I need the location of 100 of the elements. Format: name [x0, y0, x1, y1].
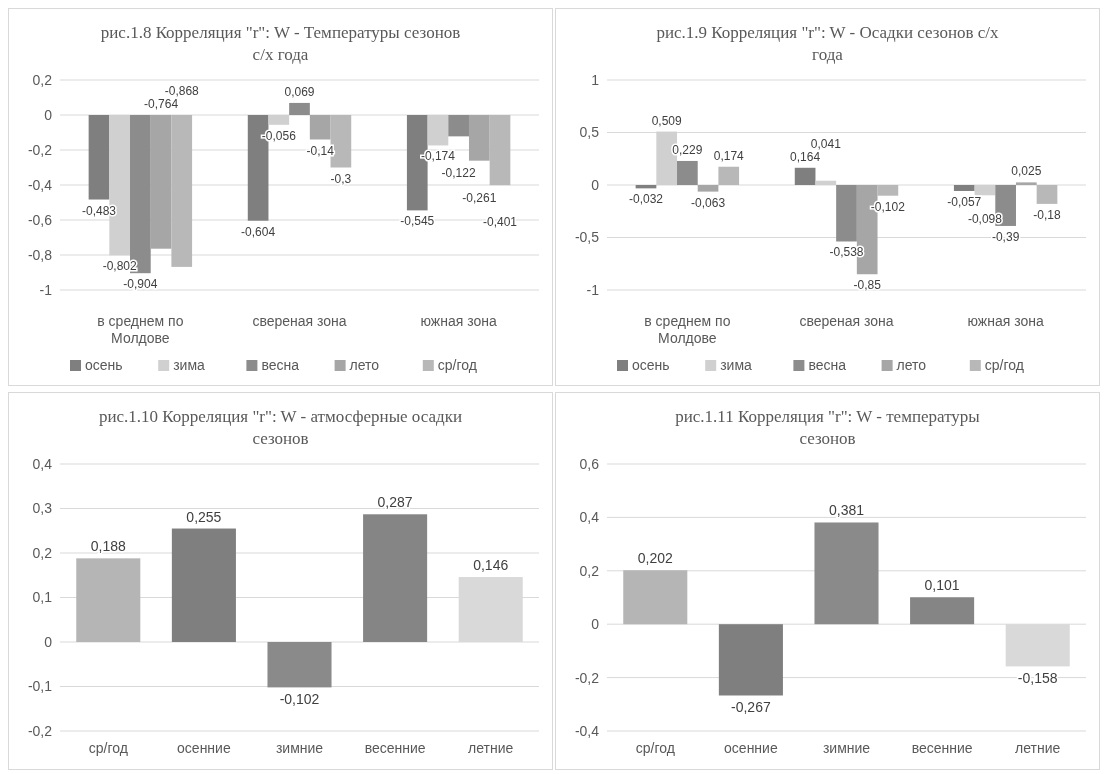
x-tick-label: южная зона: [420, 313, 497, 329]
y-tick-label: 0,1: [32, 589, 53, 606]
data-label: -0,14: [306, 143, 335, 158]
bar: [677, 160, 698, 185]
x-tick-label: осенние: [724, 740, 778, 756]
data-label: -0,122: [441, 166, 476, 181]
data-label: 0,229: [672, 142, 703, 157]
y-tick-label: 0,5: [579, 124, 600, 141]
y-tick-label: 0: [44, 633, 53, 650]
chart-title: рис.1.10 Корреляция "r": W - атмосферные осадки сезонов: [98, 407, 463, 448]
data-label: 0,069: [284, 84, 315, 99]
bar: [836, 185, 857, 242]
legend-label: лето: [896, 357, 927, 373]
data-label: 0,146: [473, 557, 509, 574]
data-label: -0,102: [870, 199, 906, 214]
data-label: 0,287: [377, 494, 413, 511]
y-tick-label: 0,3: [32, 500, 53, 517]
bar: [794, 167, 816, 185]
x-tick-label: в среднем по Молдове: [644, 313, 731, 346]
data-label: 0,164: [790, 149, 821, 164]
bar: [623, 570, 688, 625]
bar: [877, 185, 899, 196]
y-tick-label: -0,2: [27, 722, 53, 739]
data-label: 0,188: [90, 538, 127, 555]
bar: [910, 597, 975, 625]
x-tick-label: в среднем по Молдове: [97, 313, 184, 346]
x-tick-label: свереная зона: [252, 313, 347, 329]
legend-label: зима: [720, 357, 753, 373]
data-label: -0,158: [1017, 670, 1058, 687]
chart-title: рис.1.8 Корреляция "r": W - Температуры сезонов с/х года: [100, 23, 461, 64]
y-tick-label: 0: [591, 176, 600, 193]
bar: [76, 558, 141, 642]
x-tick-label: весенние: [911, 740, 973, 756]
data-label: -0,261: [462, 190, 497, 205]
data-label: -0,057: [947, 194, 982, 209]
y-tick-label: 0: [591, 616, 600, 633]
bar: [814, 522, 879, 625]
chart-title: рис.1.9 Корреляция "r": W - Осадки сезонов с/х года: [656, 23, 1000, 64]
data-label: -0,868: [164, 84, 200, 98]
y-tick-label: 0: [44, 106, 53, 123]
bar: [267, 642, 332, 688]
data-label: 0,174: [713, 148, 745, 163]
data-label: -0,102: [279, 691, 320, 708]
bar: [1036, 185, 1058, 204]
y-tick-label: -0,8: [27, 246, 53, 263]
bar: [171, 528, 236, 642]
data-label: -0,3: [330, 171, 352, 186]
x-tick-label: южная зона: [967, 313, 1044, 329]
data-label: 0,025: [1011, 164, 1042, 179]
bar: [718, 624, 783, 696]
x-tick-label: свереная зона: [799, 313, 894, 329]
legend-label: весна: [261, 357, 300, 373]
bar: [363, 514, 428, 642]
legend-label: ср/год: [437, 357, 477, 373]
legend-label: зима: [173, 357, 206, 373]
y-tick-label: -0,5: [574, 229, 600, 246]
data-label: 0,255: [186, 508, 222, 525]
y-tick-label: 0,4: [579, 509, 600, 526]
data-label: 0,202: [637, 550, 674, 567]
legend-label: ср/год: [984, 357, 1024, 373]
y-tick-label: 0,6: [579, 455, 600, 472]
legend-label: лето: [349, 357, 380, 373]
x-tick-label: ср/год: [88, 740, 128, 756]
x-tick-label: ср/год: [635, 740, 675, 756]
y-tick-label: -0,2: [574, 669, 600, 686]
data-label: 0,101: [924, 577, 960, 594]
data-label: -0,604: [241, 224, 276, 239]
y-tick-label: -0,4: [574, 722, 600, 739]
y-tick-label: -0,2: [27, 141, 53, 158]
y-tick-label: -1: [39, 281, 53, 298]
x-tick-label: зимние: [822, 740, 871, 756]
y-tick-label: -0,1: [27, 678, 53, 695]
data-label: -0,18: [1033, 207, 1062, 222]
x-tick-label: весенние: [364, 740, 426, 756]
data-label: 0,041: [810, 136, 842, 151]
legend-label: осень: [85, 357, 123, 373]
data-label: -0,904: [123, 277, 158, 292]
data-label: -0,85: [853, 278, 882, 293]
data-label: -0,545: [400, 214, 435, 229]
data-label: 0,381: [828, 502, 865, 519]
data-label: 0,509: [651, 113, 683, 128]
data-label: -0,032: [628, 192, 664, 207]
x-tick-label: зимние: [275, 740, 324, 756]
y-tick-label: -0,4: [27, 176, 53, 193]
bar: [1015, 182, 1037, 185]
y-tick-label: 0,2: [32, 544, 53, 561]
y-tick-label: -1: [586, 281, 600, 298]
bar: [697, 185, 719, 192]
y-tick-label: 0,2: [579, 562, 600, 579]
legend-label: осень: [632, 357, 670, 373]
data-label: -0,538: [829, 245, 864, 260]
data-label: -0,764: [144, 97, 179, 111]
y-tick-label: 0,4: [32, 455, 53, 472]
bar: [953, 185, 975, 191]
chart-title: рис.1.11 Корреляция "r": W - температуры сезонов: [675, 407, 981, 448]
data-label: -0,063: [691, 195, 726, 210]
legend-label: весна: [808, 357, 847, 373]
y-tick-label: -0,6: [27, 211, 53, 228]
data-label: -0,39: [991, 229, 1020, 244]
data-label: -0,483: [81, 203, 117, 218]
